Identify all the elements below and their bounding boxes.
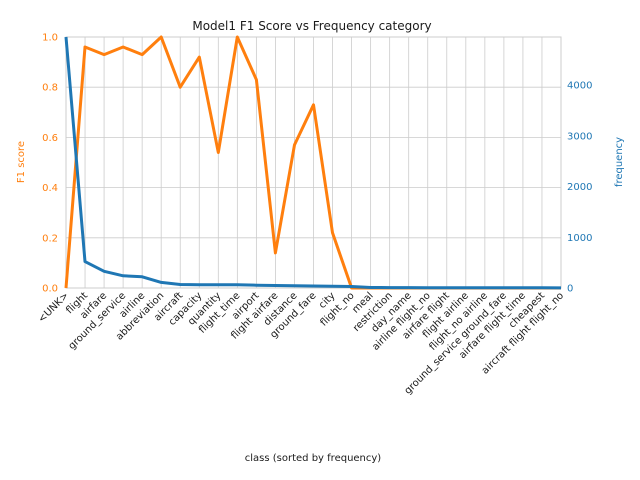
left-axis-ticks: 0.0 0.2 0.4 0.6 0.8 1.0 <box>42 33 58 295</box>
right-tick-label: 3000 <box>567 131 592 142</box>
right-axis-label: frequency <box>614 137 625 187</box>
right-tick-label: 0 <box>567 284 573 295</box>
left-tick-label: 1.0 <box>42 33 58 44</box>
plot-border <box>65 36 562 289</box>
chart-title: Model1 F1 Score vs Frequency category <box>192 19 431 33</box>
left-tick-label: 0.4 <box>42 183 58 194</box>
left-tick-label: 0.6 <box>42 133 58 144</box>
right-tick-label: 1000 <box>567 233 592 244</box>
gridlines <box>65 36 562 289</box>
right-tick-label: 2000 <box>567 182 592 193</box>
left-tick-label: 0.8 <box>42 83 58 94</box>
x-axis-label: class (sorted by frequency) <box>245 453 382 464</box>
series-layer <box>64 35 562 290</box>
left-tick-label: 0.2 <box>42 233 58 244</box>
right-axis-ticks: 0 1000 2000 3000 4000 <box>567 81 592 295</box>
axes-frame <box>65 36 562 289</box>
frequency-line <box>64 36 562 290</box>
left-tick-label: 0.0 <box>42 284 58 295</box>
right-tick-label: 4000 <box>567 81 592 92</box>
left-axis-label: F1 score <box>16 141 27 183</box>
